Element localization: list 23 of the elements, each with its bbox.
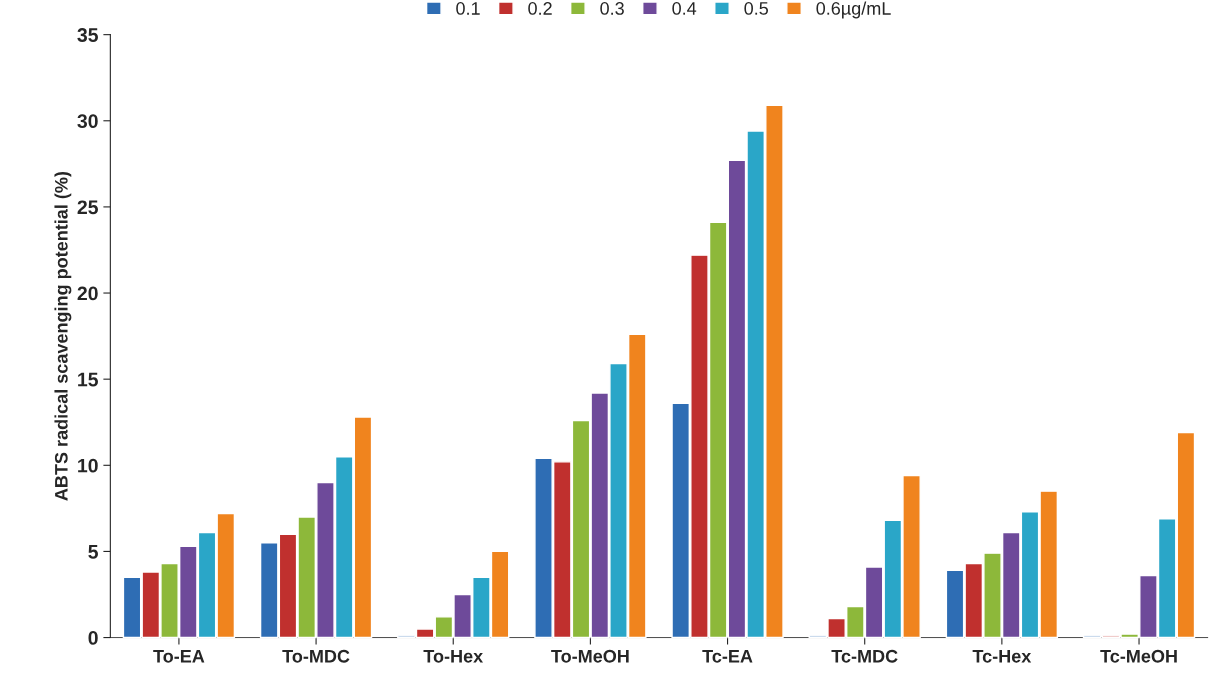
legend-label: 0.6µg/mL (816, 1, 891, 19)
y-tick-label: 5 (88, 545, 98, 559)
legend-label: 0.1 (456, 2, 480, 15)
legend-label: 0.4 (672, 2, 697, 15)
y-tick-label: 35 (77, 28, 98, 42)
y-axis-title: ABTS radical scavenging potential (%) (54, 171, 72, 501)
x-tick-label: Tc-MDC (831, 649, 898, 663)
x-tick-label: Tc-EA (702, 650, 753, 663)
y-tick-label: 20 (77, 286, 98, 301)
x-tick-label: To-Hex (423, 650, 484, 663)
y-tick-label: 10 (78, 458, 98, 473)
x-tick-label: Tc-MeOH (1100, 649, 1177, 663)
y-tick-label: 0 (88, 631, 98, 645)
legend-label: 0.5 (744, 2, 769, 15)
x-tick-label: To-EA (153, 650, 205, 663)
legend-label: 0.2 (528, 2, 552, 15)
x-tick-label: Tc-Hex (972, 650, 1032, 663)
x-tick-label: To-MeOH (551, 649, 629, 663)
x-tick-label: To-MDC (282, 649, 350, 663)
y-tick-label: 15 (78, 372, 98, 387)
y-tick-label: 25 (77, 200, 98, 215)
legend-label: 0.3 (600, 2, 624, 15)
y-tick-label: 30 (77, 114, 98, 129)
